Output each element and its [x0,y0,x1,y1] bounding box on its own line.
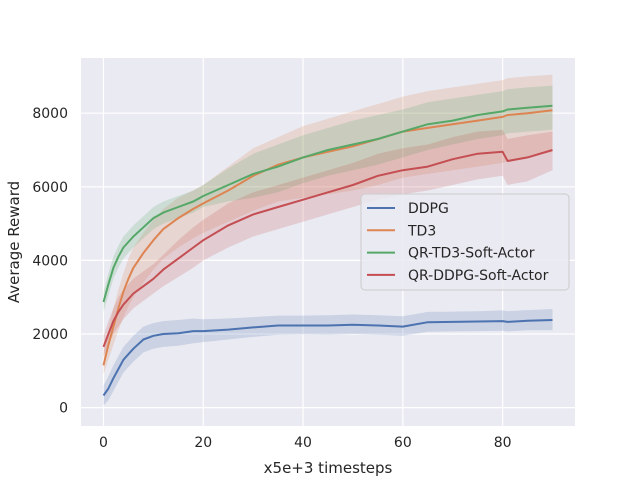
band-qr-td3-soft-actor [103,85,553,312]
x-tick-label: 60 [394,435,412,451]
legend-label-qr-ddpg-soft-actor: QR-DDPG-Soft-Actor [408,268,549,284]
band-qr-ddpg-soft-actor [103,129,553,357]
band-td3 [103,74,553,375]
y-tick-label: 4000 [32,253,68,269]
series-lines [102,104,553,397]
y-tick-labels: 0 2000 4000 6000 8000 [32,106,68,416]
legend-box [360,193,570,291]
line-ddpg [102,319,553,397]
x-tick-label: 20 [194,435,212,451]
legend-label-ddpg: DDPG [408,201,449,217]
x-tick-label: 0 [99,435,108,451]
legend-label-qr-td3-soft-actor: QR-TD3-Soft-Actor [408,246,535,262]
line-td3 [102,109,553,366]
x-axis-label: x5e+3 timesteps [264,459,393,477]
line-qr-ddpg-soft-actor [102,149,553,348]
legend: DDPG TD3 QR-TD3-Soft-Actor QR-DDPG-Soft-Act… [360,193,570,291]
y-tick-label: 0 [59,401,68,417]
y-tick-label: 8000 [32,106,68,122]
x-tick-label: 40 [294,435,312,451]
y-tick-label: 2000 [32,327,68,343]
y-tick-label: 6000 [32,180,68,196]
y-axis-label: Average Reward [5,181,23,303]
confidence-bands [103,74,553,406]
x-tick-label: 80 [494,435,512,451]
legend-label-td3: TD3 [407,223,436,239]
line-qr-td3-soft-actor [102,104,553,303]
x-tick-labels: 0 20 40 60 80 [99,435,512,451]
band-ddpg [103,309,553,406]
